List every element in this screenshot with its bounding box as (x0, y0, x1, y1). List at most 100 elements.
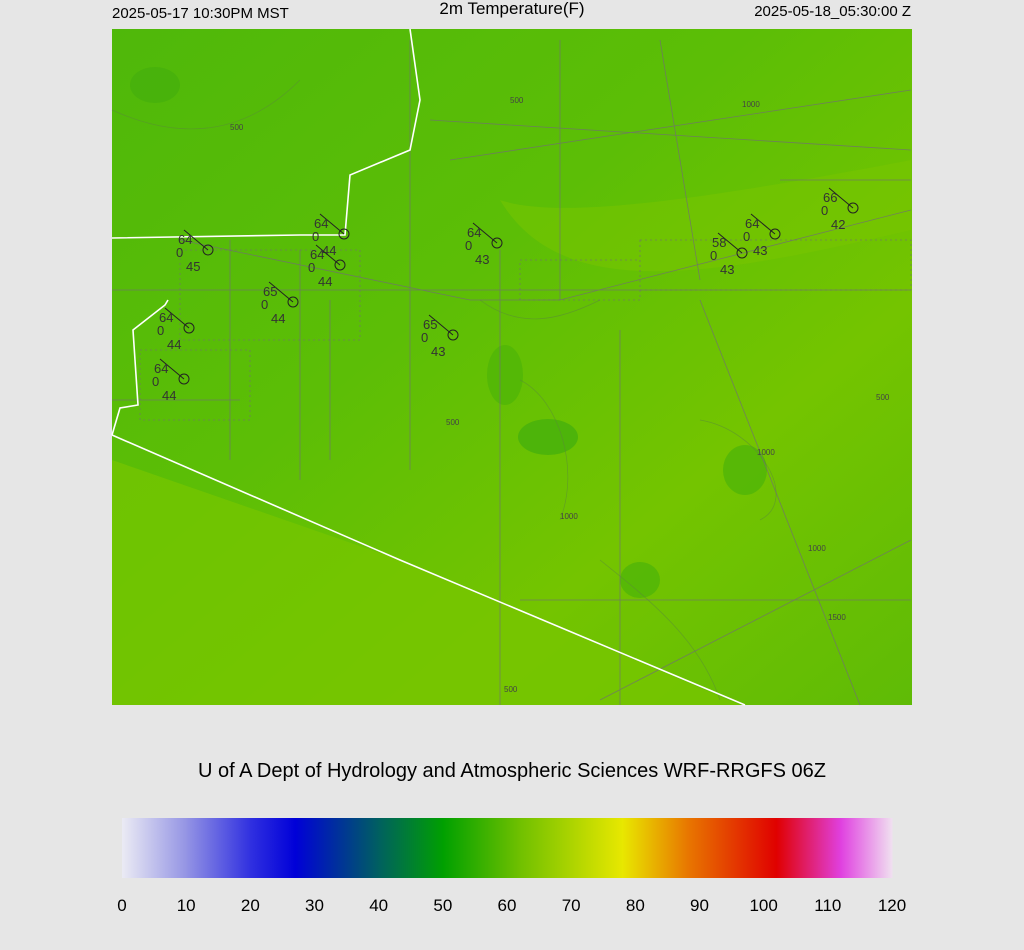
valid-local: 2025-05-17 10:30PM MST (112, 5, 289, 22)
map: 6404564044640446504464044640446504364043… (111, 28, 912, 706)
colorbar-segment (776, 818, 842, 878)
dewpoint: 44 (167, 337, 181, 352)
warm-area (500, 160, 911, 272)
contour-label: 500 (504, 685, 518, 694)
station-circle (287, 296, 299, 308)
dewpoint: 42 (831, 217, 845, 232)
station-value: 0 (157, 323, 164, 338)
dewpoint: 43 (720, 262, 734, 277)
colorbar-segment (122, 818, 187, 878)
station-value: 0 (261, 297, 268, 312)
colorbar-tick-label: 60 (498, 896, 517, 915)
station-circle (491, 237, 503, 249)
station-value: 0 (152, 374, 159, 389)
temperature: 64 (745, 216, 759, 231)
station-circle (847, 202, 859, 214)
temperature: 66 (823, 190, 837, 205)
colorbar-segment (622, 818, 688, 878)
contour-label: 1000 (560, 512, 578, 521)
colorbar-tick-label: 40 (369, 896, 388, 915)
temperature: 58 (712, 235, 726, 250)
dewpoint: 44 (271, 311, 285, 326)
colorbar: 0 10 20 30 40 50 60 70 80 90 100 110 120 (117, 818, 906, 915)
temperature: 65 (423, 317, 437, 332)
contour-label: 500 (230, 123, 244, 132)
cool-area (518, 419, 578, 455)
temperature: 64 (154, 361, 168, 376)
station-value: 0 (821, 203, 828, 218)
colorbar-tick-label: 0 (117, 896, 126, 915)
colorbar-segment (186, 818, 251, 878)
station-value: 0 (312, 229, 319, 244)
station-value: 0 (308, 260, 315, 275)
road (112, 39, 912, 706)
dewpoint: 45 (186, 259, 200, 274)
colorbar-tick-label: 20 (241, 896, 260, 915)
temperature: 64 (159, 310, 173, 325)
temperature: 64 (310, 247, 324, 262)
colorbar-segment (840, 818, 893, 878)
colorbar-segment (519, 818, 623, 878)
cool-area (620, 562, 660, 598)
station-circle (183, 322, 195, 334)
cool-area (723, 445, 767, 495)
colorbar-tick-label: 30 (305, 896, 324, 915)
station-value: 0 (465, 238, 472, 253)
station-circle (334, 259, 346, 271)
cool-area (487, 345, 523, 405)
colorbar-tick-label: 80 (626, 896, 645, 915)
colorbar-tick-label: 100 (749, 896, 777, 915)
temperature: 64 (314, 216, 328, 231)
contour-label: 500 (446, 418, 460, 427)
contour-label: 1000 (808, 544, 826, 553)
map-title: 2m Temperature(F) (439, 0, 584, 18)
city-grid (139, 239, 912, 421)
border-line (111, 434, 746, 706)
contour-label: 500 (510, 96, 524, 105)
colorbar-tick-label: 10 (177, 896, 196, 915)
colorbar-tick-label: 70 (562, 896, 581, 915)
dewpoint: 43 (431, 344, 445, 359)
dewpoint: 43 (753, 243, 767, 258)
station-value: 0 (421, 330, 428, 345)
colorbar-segment (686, 818, 777, 878)
dewpoint: 44 (318, 274, 332, 289)
station-value: 0 (743, 229, 750, 244)
station-circle (447, 329, 459, 341)
border-line (111, 299, 169, 436)
station-value: 0 (176, 245, 183, 260)
temperature: 64 (467, 225, 481, 240)
colorbar-tick-label: 50 (433, 896, 452, 915)
contour-label: 1000 (757, 448, 775, 457)
valid-utc: 2025-05-18_05:30:00 Z (754, 3, 911, 20)
station-value: 0 (710, 248, 717, 263)
dewpoint: 44 (162, 388, 176, 403)
colorbar-segment (378, 818, 444, 878)
warm-area (112, 460, 740, 705)
cool-area (130, 67, 180, 103)
temperature: 65 (263, 284, 277, 299)
colorbar-tick-label: 120 (878, 896, 906, 915)
colorbar-segment (250, 818, 296, 878)
credit: U of A Dept of Hydrology and Atmospheric… (198, 760, 826, 782)
station-circle (769, 228, 781, 240)
contour-label: 1500 (828, 613, 846, 622)
colorbar-segment (295, 818, 380, 878)
temperature: 64 (178, 232, 192, 247)
colorbar-segment (442, 818, 521, 878)
dewpoint: 43 (475, 252, 489, 267)
station-circle (736, 247, 748, 259)
station-circle (178, 373, 190, 385)
